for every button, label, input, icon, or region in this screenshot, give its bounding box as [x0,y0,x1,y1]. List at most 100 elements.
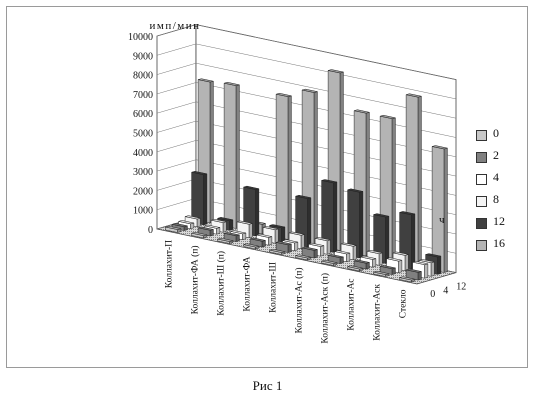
bar-top [354,109,370,114]
bar [295,254,312,261]
bar-top [380,114,396,119]
bar-side [313,91,318,246]
y-tick-label: 7000 [133,90,153,101]
bar-front [431,146,445,273]
depth-tick-label: 4 [443,285,448,296]
bar-top [295,194,311,199]
bar-side [307,197,312,248]
bar-side [365,111,370,257]
bar-side [359,191,364,259]
bar-top [224,232,240,237]
bar-side [326,239,331,255]
bar-top [230,230,246,235]
bar [269,248,286,255]
bar-top [373,213,389,218]
bar-side [196,217,201,228]
bar-top [217,237,233,242]
bar-side [281,226,286,242]
bar [321,259,338,266]
legend-label: 4 [493,170,499,184]
bar-side [274,228,279,244]
bar-top [243,243,259,248]
y-tick-label: 6000 [133,109,153,120]
bar-top [302,88,318,93]
bar-top [321,259,337,264]
bar-side [235,84,240,229]
y-tick-label: 1000 [133,206,153,217]
bar-side [333,181,338,253]
bar-top [276,241,292,246]
bar-side [411,213,416,270]
bar-top [406,93,422,98]
bar [223,81,240,229]
depth-axis-label: ч [439,214,445,226]
bar-side [255,188,260,237]
bar [405,268,422,281]
legend-item: 4 [476,170,535,192]
bar-top [373,270,389,275]
bar [399,276,416,283]
bar [191,231,208,239]
depth-tick-label: 0 [430,289,435,300]
bar-chart-3d: 0 1000 2000 3000 4000 5000 6000 7000 8000 9000 100… [128,20,466,344]
bar-top [191,171,207,176]
legend-swatch [476,130,487,141]
bar-top [406,268,422,273]
bar-side [346,252,351,263]
legend-label: 0 [493,126,499,140]
figure-caption: Рис 1 [252,378,283,393]
x-tick-label: Коллахит-Ш (п) [215,251,226,316]
y-tick-label: 2000 [133,186,153,197]
legend-item: 16 [476,236,535,258]
bar [347,265,364,272]
gridline [156,24,457,80]
legend-item: 12 [476,214,535,236]
bar-side [404,254,409,272]
bar-side [320,245,325,257]
x-tick-label: Коллахит-П [164,240,174,288]
bar-top [308,242,324,247]
bar [321,179,338,253]
bar-top [334,250,350,255]
bar-top [419,259,435,264]
bar-side [203,173,208,226]
x-tick-label: Коллахит-Ас (п) [293,268,304,334]
bar-top [237,220,253,225]
bar-side [222,221,227,233]
bar-side [268,236,273,246]
bar [197,226,214,237]
bar [165,225,182,233]
bar-side [339,71,344,251]
bar [217,237,234,244]
bar [275,92,292,240]
bar-top [217,217,233,222]
gridline [156,62,457,119]
bar-top [341,242,357,247]
bar-side [248,223,253,239]
bar-top [380,265,396,270]
bar-side [437,255,442,275]
bar-side [385,215,390,264]
x-tick-label: Стекло [398,289,408,318]
bar-top [386,257,402,262]
bar-top [347,188,363,193]
bar-top [204,224,220,229]
y-tick-label: 5000 [133,129,153,140]
bar-top [256,233,272,238]
bar-top [185,215,201,220]
bar-top [412,261,428,265]
bar-side [443,147,448,273]
bar-top [282,239,298,244]
legend-item: 2 [476,148,535,170]
x-tick-label: Коллахит-ФА (п) [189,245,200,314]
y-tick-label: 9000 [133,51,153,62]
legend-item: 8 [476,192,535,214]
bar-top [289,231,305,236]
figure-frame: 0 1000 2000 3000 4000 5000 6000 7000 8000 9000 100… [6,6,528,368]
bar-top [269,224,285,229]
bar [301,246,318,259]
x-tick-label: Коллахит-Аск (п) [319,273,330,344]
bar-top [432,145,448,150]
bar-side [229,219,234,231]
bar-top [295,254,311,259]
